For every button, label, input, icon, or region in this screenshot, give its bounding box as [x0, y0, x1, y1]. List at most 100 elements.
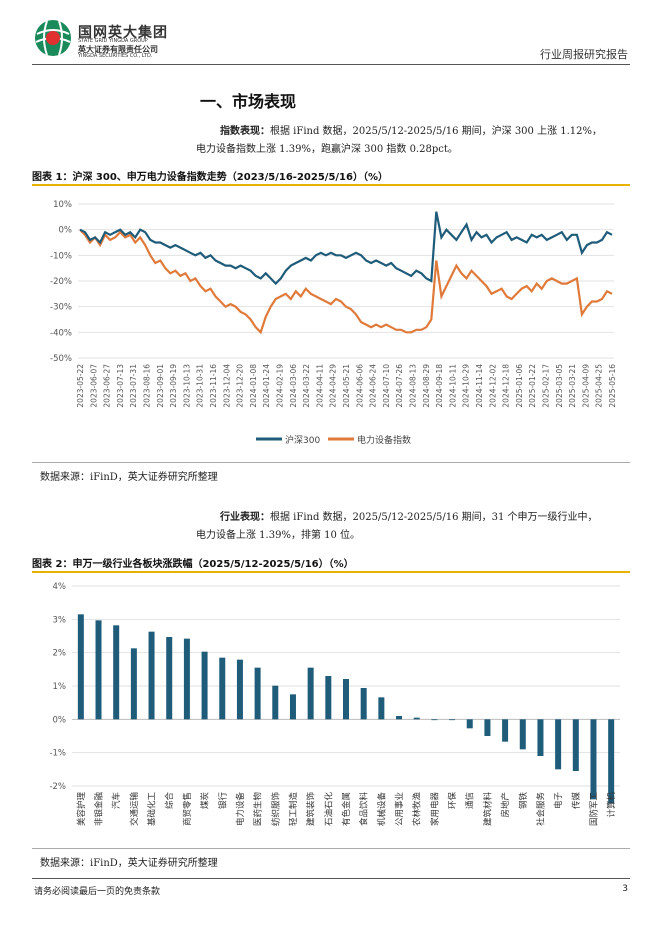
bar — [95, 620, 102, 720]
bar — [608, 719, 615, 804]
y-tick-label: -40% — [50, 328, 72, 338]
figure1-bottom-rule — [32, 462, 630, 463]
x-tick-label: 2024-09-18 — [435, 364, 444, 408]
x-category-label: 商贸零售 — [182, 792, 193, 826]
x-category-label: 建筑装饰 — [306, 792, 317, 827]
y-tick-label: -50% — [50, 354, 72, 364]
line-chart: 10% 0% -10% -20% -30% -40% -50% 2023-05-22 2023… — [50, 200, 617, 446]
bar — [272, 685, 279, 720]
bar — [466, 719, 473, 729]
bar — [219, 657, 226, 720]
x-category-label: 国防军工 — [588, 792, 599, 827]
x-category-label: 非银金融 — [94, 792, 105, 827]
footer-divider — [32, 878, 630, 879]
x-category-label: 医药生物 — [253, 792, 264, 827]
bar — [148, 631, 155, 720]
para1-label: 指数表现： — [220, 126, 270, 137]
bar — [236, 659, 243, 720]
x-tick-label: 2025-03-05 — [555, 364, 564, 408]
paragraph-index-performance: 指数表现：根据 iFind 数据，2025/5/12-2025/5/16 期间，… — [220, 123, 602, 141]
securities-name-cn: 英大证券有限责任公司 — [78, 45, 158, 54]
section-title: 一、市场表现 — [200, 92, 297, 111]
x-tick-label: 2025-05-16 — [608, 364, 617, 408]
x-tick-label: 2024-04-29 — [329, 364, 338, 408]
y-tick-label: -10% — [50, 251, 72, 261]
x-tick-label: 2023-05-22 — [76, 364, 85, 408]
x-tick-label: 2025-01-22 — [528, 364, 537, 408]
bar — [166, 637, 173, 720]
y-tick-label: 0% — [53, 715, 67, 725]
figure1-source: 数据来源：iFinD，英大证券研究所整理 — [40, 472, 218, 483]
bar — [130, 648, 137, 720]
x-tick-label: 2025-02-17 — [542, 364, 551, 408]
x-category-label: 纺织服饰 — [270, 792, 281, 827]
x-tick-label: 2024-06-24 — [369, 364, 378, 408]
x-category-label: 电子 — [553, 792, 564, 810]
para2-line2: 电力设备上涨 1.39%，排第 10 位。 — [196, 530, 361, 541]
x-tick-label: 2024-11-14 — [475, 364, 484, 408]
x-tick-label: 2024-03-22 — [302, 364, 311, 408]
x-category-label: 煤炭 — [200, 792, 211, 810]
bar — [537, 719, 544, 756]
x-category-label: 电力设备 — [235, 792, 246, 827]
x-category-label: 交通运输 — [129, 792, 140, 827]
figure2-title: 图表 2：申万一级行业各板块涨跌幅（2025/5/12-2025/5/16）（%… — [32, 559, 354, 570]
figure1-title: 图表 1：沪深 300、申万电力设备指数走势（2023/5/16-2025/5/… — [32, 172, 388, 183]
y-tick-label: -2% — [49, 782, 66, 792]
x-tick-label: 2023-06-07 — [89, 364, 98, 408]
bar — [484, 719, 491, 736]
x-category-label: 食品饮料 — [359, 792, 370, 827]
y-tick-label: 2% — [53, 649, 67, 659]
company-name-en: STATE GRID YINGDA GROUP — [78, 38, 148, 44]
x-tick-label: 2024-12-18 — [502, 364, 511, 408]
footer-disclaimer: 请务必阅读最后一页的免责条款 — [34, 887, 161, 897]
legend-label-power: 电力设备指数 — [357, 434, 411, 446]
x-tick-label: 2023-09-19 — [169, 364, 178, 408]
bar — [590, 719, 597, 800]
x-category-label: 公用事业 — [394, 792, 405, 826]
bar — [431, 719, 438, 721]
x-tick-label: 2024-07-10 — [382, 364, 391, 408]
x-category-label: 银行 — [217, 792, 228, 810]
bar — [378, 697, 385, 720]
x-tick-label: 2023-07-31 — [129, 364, 138, 408]
bar — [113, 625, 120, 720]
y-tick-label: -30% — [50, 303, 72, 313]
x-tick-label: 2024-03-06 — [289, 364, 298, 408]
bar — [449, 719, 456, 721]
x-category-label: 基础化工 — [147, 792, 158, 827]
series-line-power-equipment — [79, 228, 613, 335]
bar — [360, 688, 367, 720]
legend-label-hs300: 沪深300 — [285, 434, 320, 446]
bar — [519, 719, 526, 750]
x-tick-label: 2024-02-19 — [276, 364, 285, 408]
page-number: 3 — [622, 884, 628, 894]
x-tick-label: 2025-03-21 — [568, 364, 577, 408]
bar — [289, 694, 296, 720]
para1-line2: 电力设备指数上涨 1.39%，跑赢沪深 300 指数 0.28pct。 — [196, 144, 458, 155]
x-tick-label: 2023-07-13 — [116, 364, 125, 408]
x-category-label: 房地产 — [500, 792, 511, 818]
x-tick-label: 2024-04-11 — [315, 364, 324, 408]
bar — [555, 719, 562, 770]
chart-legend: 沪深300 电力设备指数 — [256, 434, 411, 446]
bar — [201, 651, 208, 720]
x-category-label: 综合 — [164, 792, 175, 810]
y-tick-label: 3% — [53, 615, 67, 625]
x-category-label: 通信 — [465, 792, 476, 810]
y-tick-label: 10% — [53, 200, 72, 210]
bar — [572, 719, 579, 771]
paragraph-industry-performance: 行业表现：根据 iFind 数据，2025/5/12-2025/5/16 期间，… — [220, 509, 598, 527]
x-category-label: 环保 — [447, 792, 458, 810]
x-tick-label: 2025-04-25 — [595, 364, 604, 408]
x-category-label: 传媒 — [571, 792, 582, 810]
y-tick-label: 4% — [53, 582, 67, 592]
x-category-label: 汽车 — [111, 792, 122, 809]
bar-chart: 4% 3% 2% 1% 0% -1% -2% 美容护理 非银金融 汽车 交通运输 基础化工 综合 商贸零… — [49, 582, 620, 827]
x-tick-label: 2023-10-13 — [182, 364, 191, 408]
para1-line1: 根据 iFind 数据，2025/5/12-2025/5/16 期间，沪深 30… — [270, 126, 603, 137]
x-category-label: 钢铁 — [518, 792, 529, 810]
x-tick-label: 2023-12-04 — [222, 364, 231, 408]
para2-label: 行业表现： — [220, 512, 270, 523]
x-category-label: 机械设备 — [376, 792, 387, 827]
